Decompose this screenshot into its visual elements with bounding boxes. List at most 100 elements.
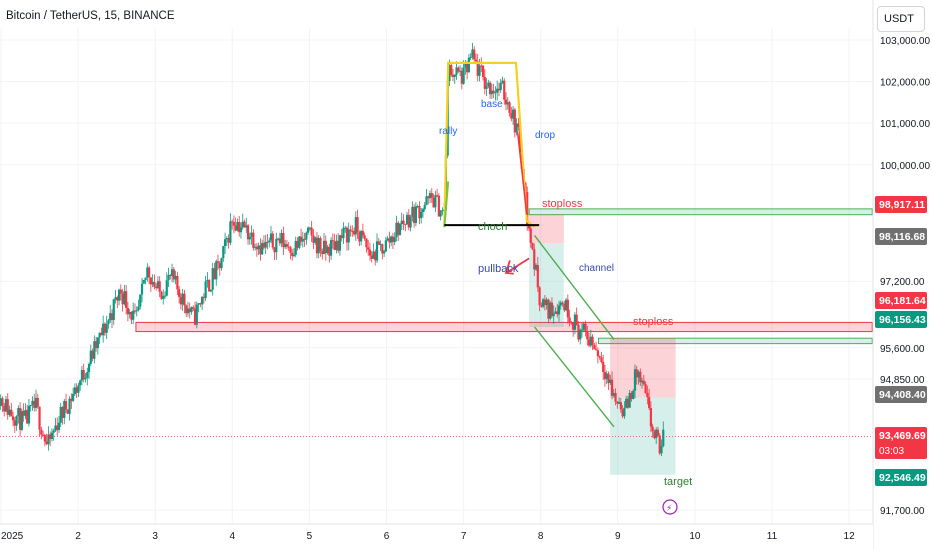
candle-body — [515, 123, 518, 133]
candle-body — [338, 235, 342, 251]
pullback-arrowhead — [504, 260, 514, 275]
candle-body — [582, 323, 585, 330]
candle-body — [556, 311, 559, 315]
candle-body — [66, 409, 69, 414]
candle-body — [190, 307, 193, 313]
candle-body — [208, 280, 211, 292]
candle-body — [651, 426, 654, 432]
candle-body — [319, 237, 322, 251]
candle-body — [367, 247, 370, 250]
candle-body — [504, 99, 508, 105]
candle-body — [577, 324, 580, 340]
candle-body — [352, 230, 356, 235]
y-tick-label: 103,000.00 — [880, 36, 930, 47]
candle-body — [201, 296, 204, 305]
drop-leg — [516, 131, 528, 215]
candle-body — [13, 420, 16, 426]
candle-body — [324, 240, 327, 254]
x-tick-label: 5 — [307, 531, 313, 542]
price-marker — [875, 386, 927, 403]
candle-body — [269, 233, 273, 241]
candle-body — [658, 435, 661, 454]
candle-body — [423, 204, 426, 210]
candle-body — [545, 299, 548, 306]
candle-body — [314, 237, 317, 243]
candle-body — [278, 238, 281, 244]
candle-body — [480, 65, 483, 67]
candle-body — [476, 61, 479, 76]
annotation-drop: drop — [535, 130, 555, 141]
candle-body — [351, 230, 354, 232]
candle-body — [542, 299, 545, 307]
candle-body — [109, 313, 112, 321]
candle-body — [566, 299, 569, 318]
candle-body — [462, 67, 465, 84]
candle-body — [41, 434, 45, 436]
candle-body — [310, 227, 313, 236]
candle-body — [231, 221, 234, 223]
candle-body — [642, 380, 645, 385]
candle-body — [457, 67, 460, 72]
candle-body — [140, 283, 144, 295]
candle-body — [580, 329, 584, 331]
candle-body — [282, 232, 285, 248]
candle-body — [22, 411, 25, 416]
x-tick-label: 12 — [844, 531, 856, 542]
candle-body — [29, 405, 32, 407]
candle-body — [220, 258, 223, 269]
candle-body — [455, 67, 458, 75]
candle-body — [213, 268, 216, 280]
candle-body — [437, 195, 440, 217]
candle-body — [540, 305, 543, 307]
price-marker — [875, 228, 927, 245]
candle-body — [640, 380, 644, 383]
candle-body — [61, 406, 64, 418]
candle-body — [126, 307, 129, 315]
candle-body — [340, 235, 343, 239]
candle-body — [469, 56, 472, 58]
candle-body — [169, 275, 172, 277]
candle-body — [337, 240, 340, 251]
candle-body — [439, 210, 442, 217]
candle-body — [246, 225, 250, 240]
x-tick-label: 4 — [230, 531, 236, 542]
candle-body — [176, 275, 179, 290]
candle-body — [77, 385, 80, 393]
annotation-channel: channel — [579, 263, 614, 274]
candle-body — [223, 239, 227, 247]
candle-body — [121, 293, 124, 305]
channel-lower — [533, 326, 615, 428]
candle-body — [307, 227, 310, 233]
candle-body — [420, 212, 423, 219]
candle-body — [167, 275, 170, 281]
candle-body — [241, 221, 244, 228]
annotation-stoploss-2: stoploss — [633, 316, 674, 328]
candle-body — [481, 65, 485, 77]
candle-body — [603, 372, 607, 380]
candle-body — [202, 296, 205, 299]
candle-body — [607, 373, 610, 384]
candle-body — [393, 237, 396, 243]
candle-body — [312, 235, 315, 243]
candle-body — [538, 287, 541, 306]
price-marker-label: 96,181.64 — [879, 295, 926, 307]
currency-button[interactable]: USDT — [877, 6, 925, 32]
candle-body — [31, 400, 34, 406]
candle-body — [416, 206, 419, 208]
candle-body — [421, 209, 425, 213]
candle-body — [183, 293, 186, 306]
candle-body — [110, 313, 114, 320]
candle-body — [384, 240, 387, 252]
candle-body — [386, 238, 389, 241]
candle-body — [49, 434, 52, 439]
candle-body — [218, 263, 221, 269]
candle-body — [43, 435, 46, 442]
candle-body — [280, 232, 283, 244]
candle-body — [255, 246, 258, 250]
candle-body — [181, 293, 184, 305]
candle-body — [259, 245, 262, 255]
candle-body — [276, 238, 280, 240]
price-marker-label: 92,546.49 — [879, 472, 926, 484]
candle-body — [27, 405, 31, 424]
